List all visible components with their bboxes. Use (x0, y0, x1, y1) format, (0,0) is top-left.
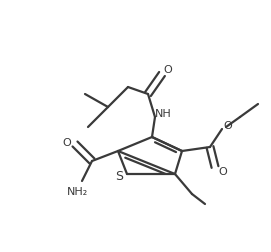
Text: O: O (219, 166, 227, 176)
Text: O: O (164, 65, 172, 75)
Text: S: S (115, 170, 123, 183)
Text: O: O (63, 137, 71, 147)
Text: NH₂: NH₂ (66, 186, 88, 196)
Text: NH: NH (155, 109, 171, 118)
Text: O: O (224, 120, 232, 131)
